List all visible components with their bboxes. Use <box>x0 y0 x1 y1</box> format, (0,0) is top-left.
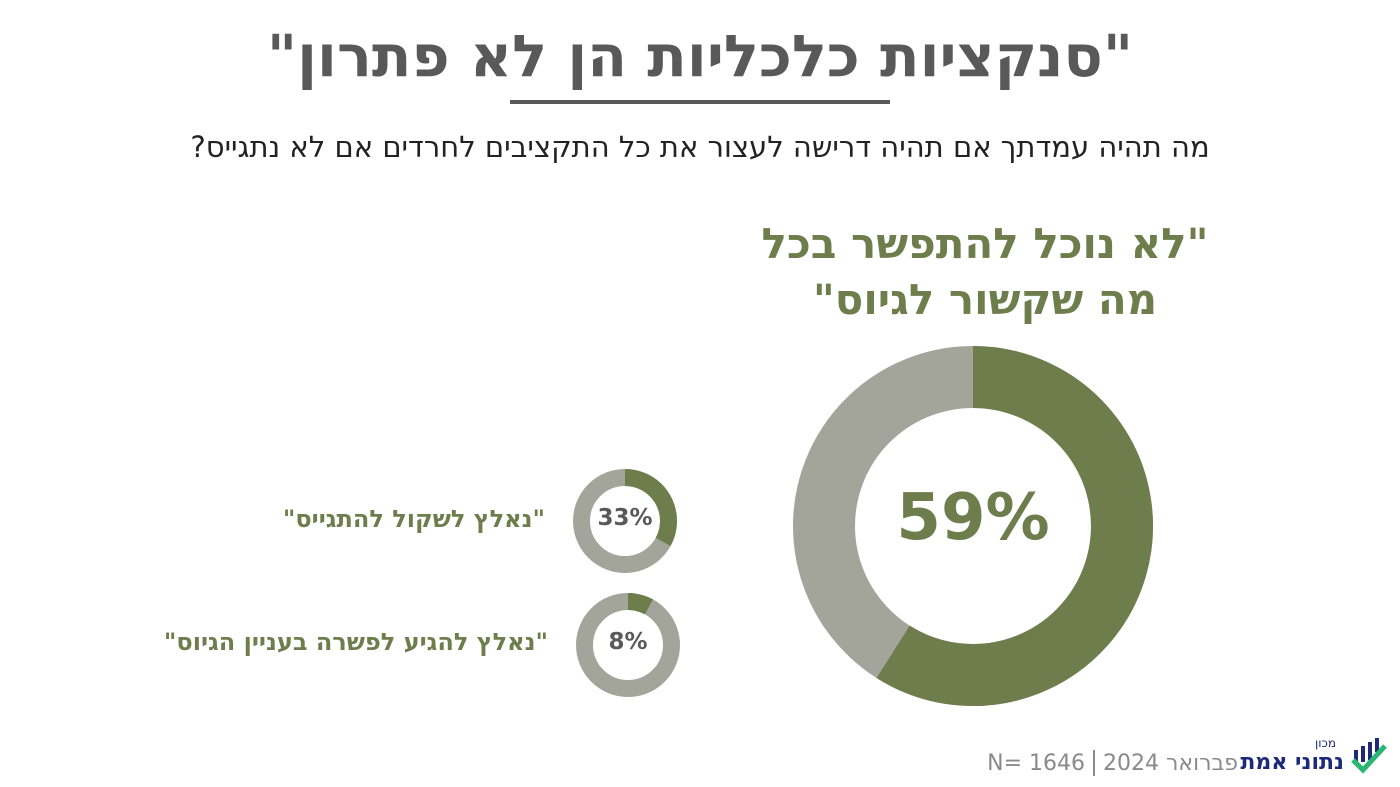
value-label: 59% <box>896 481 1050 556</box>
donut-title: "לא נוכל להתפשר בכל <box>761 219 1209 268</box>
donut-segment <box>876 346 1153 706</box>
title: "סנקציות כלכליות הן לא פתרון" <box>266 22 1134 90</box>
separator <box>1093 750 1095 776</box>
donut-label: "נאלץ לשקול להתגייס" <box>282 505 545 533</box>
title-underline <box>510 100 890 104</box>
footer: פברואר 2024 N= 1646 <box>987 750 1238 776</box>
donut-segment <box>627 593 654 615</box>
logo-name: נתוני אמת <box>1240 750 1344 775</box>
subtitle: מה תהיה עמדתך אם תהיה דרישה לעצור את כל … <box>190 130 1210 164</box>
value-label: 33% <box>597 504 653 531</box>
logo: מכון נתוני אמת <box>1240 736 1390 780</box>
logo-icon <box>1351 738 1387 774</box>
donut-title: מה שקשור לגיוס" <box>812 275 1158 324</box>
footer-date: פברואר 2024 <box>1103 750 1238 776</box>
logo-small: מכון <box>1314 736 1336 750</box>
donut-label: "נאלץ להגיע לפשרה בעניין הגיוס" <box>163 628 548 656</box>
donut-segment <box>624 469 677 547</box>
footer-sample: N= 1646 <box>987 750 1085 776</box>
value-label: 8% <box>608 628 648 655</box>
